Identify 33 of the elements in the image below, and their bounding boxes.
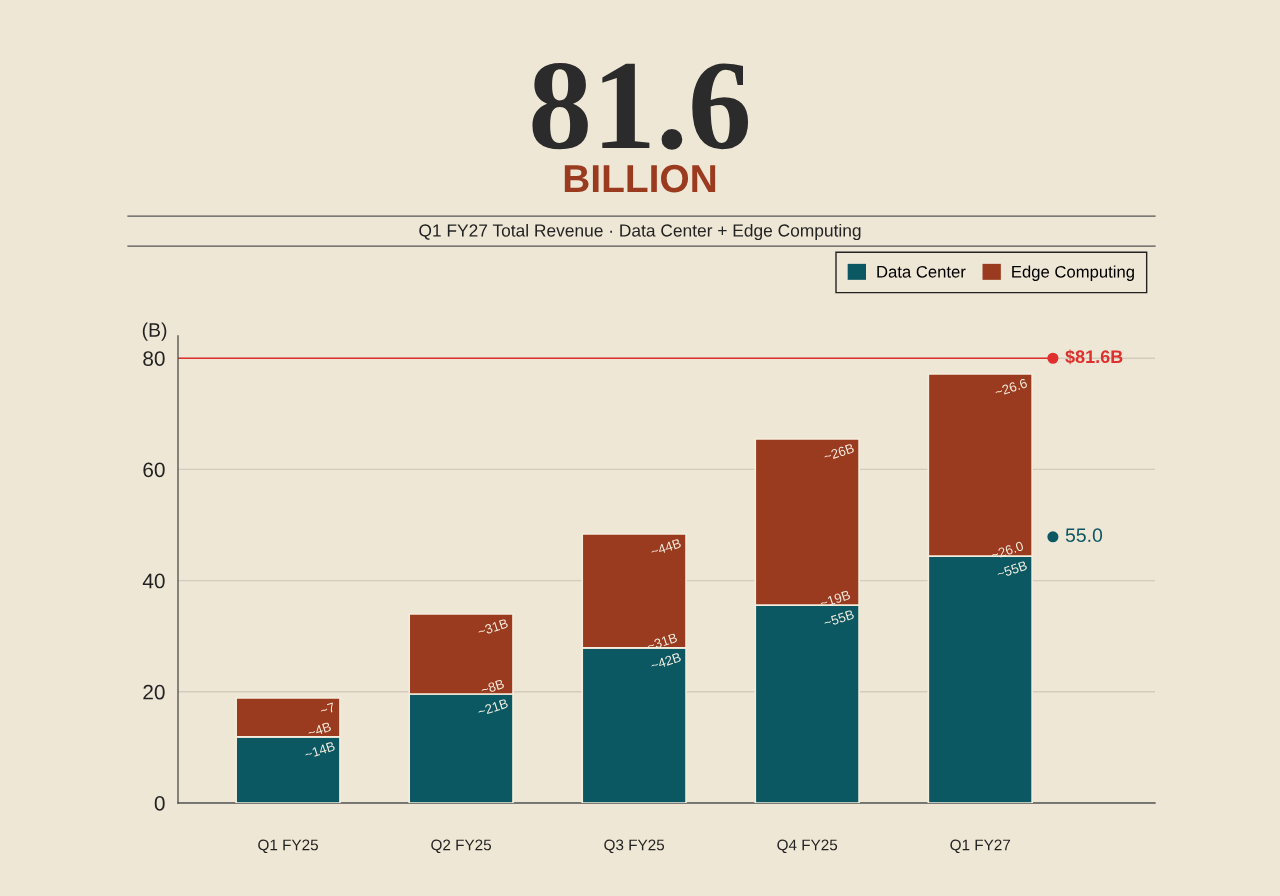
annotation: ~26.0 [990,541,1024,560]
legend-label: Edge Computing [1012,265,1134,281]
annotation: ~31B [646,632,678,651]
y-tick-label: 60 [143,462,165,478]
y-axis-title: (B) [142,322,167,341]
x-tick-label: Q2 FY25 [431,839,492,854]
x-tick-label: Q1 FY25 [258,839,318,854]
annotation: ~31B [477,618,509,637]
annotation: ~21B [477,698,509,717]
annotation: 55.0 [1065,528,1103,543]
annotation: ~26.6 [994,378,1028,398]
y-tick-label: 40 [142,573,165,589]
text: Q1 FY27 Total Revenue · Data Center + Edge Computing [419,223,861,241]
chart-subtitle: BILLION [564,164,716,193]
y-tick-label: 20 [143,684,165,700]
annotation: ~7 [319,702,336,716]
y-tick-label: 80 [143,351,165,366]
annotation: ~55B [996,560,1028,579]
annotation: ~19B [819,590,851,609]
y-tick-label: 0 [154,796,165,811]
annotation: ~8B [480,678,505,695]
annotation: ~55B [823,609,855,628]
x-tick-label: Q4 FY25 [777,839,838,854]
chart-title: 81.6 [532,63,749,150]
ref-line-label: $81.6B [1065,349,1123,365]
legend-label: Data Center [877,265,966,278]
annotation: ~14B [304,741,336,760]
annotation: ~44B [650,538,682,557]
x-tick-label: Q1 FY27 [950,839,1011,854]
x-tick-label: Q3 FY25 [604,839,665,854]
annotation: ~26B [823,443,855,462]
annotation: ~4B [307,721,332,738]
annotation: ~42B [650,652,682,671]
